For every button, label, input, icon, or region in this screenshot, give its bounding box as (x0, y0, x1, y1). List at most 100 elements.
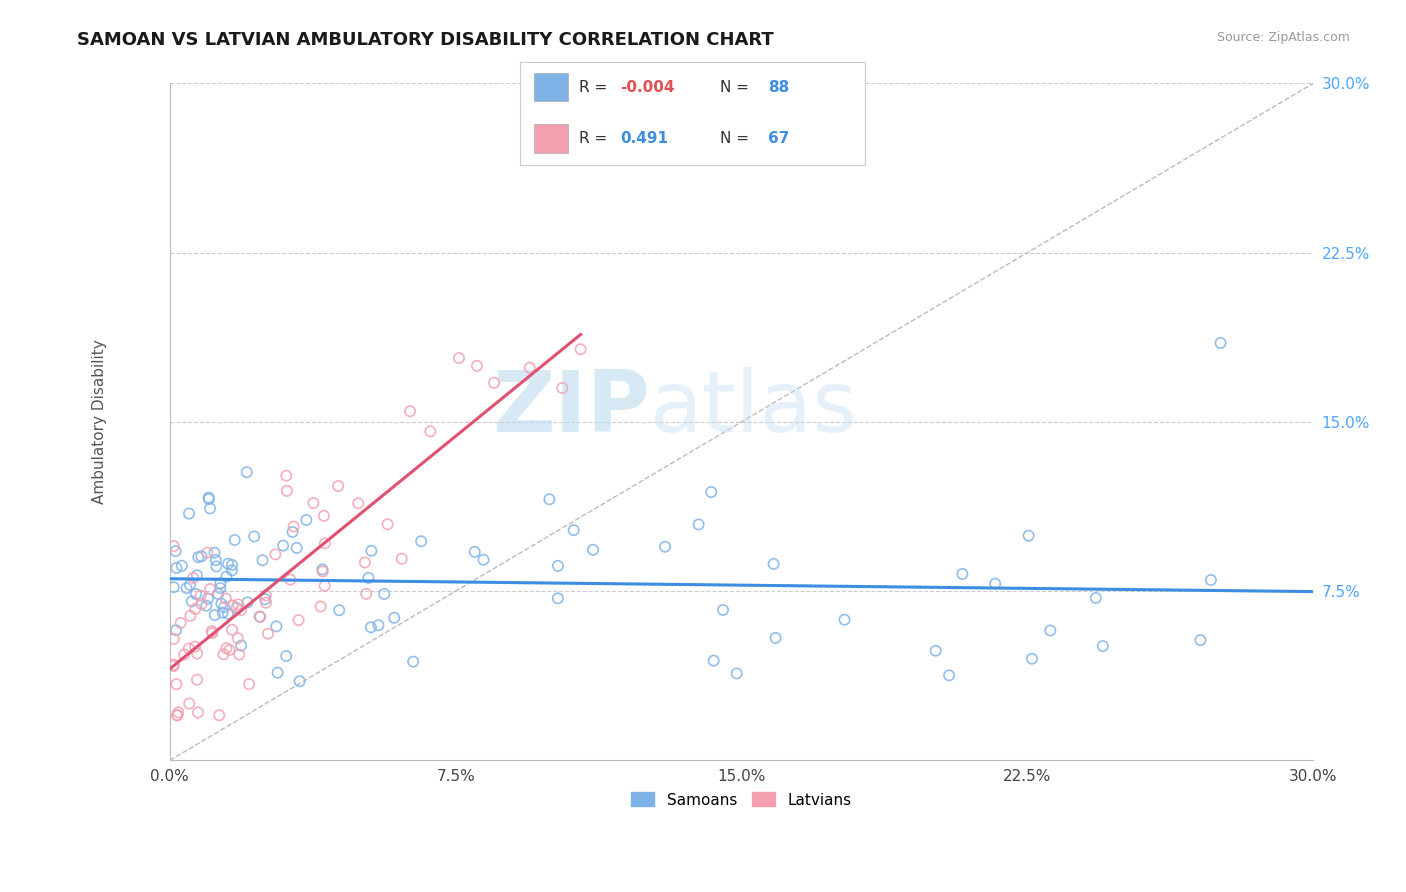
Point (314, 536, 336, 550)
Point (254, 588, 277, 602)
Point (377, 517, 399, 532)
Bar (534, 73, 568, 102)
Point (198, 492, 221, 507)
Point (249, 609, 271, 624)
Point (224, 533, 246, 547)
Point (190, 589, 212, 603)
Point (218, 643, 240, 657)
Point (212, 648, 235, 662)
Point (197, 491, 219, 505)
Text: 88: 88 (768, 79, 790, 95)
Point (252, 553, 274, 567)
Point (266, 665, 288, 680)
Point (166, 561, 188, 575)
Text: -0.004: -0.004 (620, 79, 675, 95)
Point (226, 631, 249, 645)
Point (187, 706, 209, 720)
Point (257, 626, 280, 640)
Point (834, 613, 856, 627)
Legend: Samoans, Latvians: Samoans, Latvians (626, 787, 858, 814)
Point (1189, 633, 1212, 648)
Point (278, 573, 301, 587)
Point (180, 594, 202, 608)
Point (212, 600, 235, 615)
Point (162, 539, 184, 553)
Point (254, 596, 277, 610)
Text: SAMOAN VS LATVIAN AMBULATORY DISABILITY CORRELATION CHART: SAMOAN VS LATVIAN AMBULATORY DISABILITY … (77, 31, 775, 49)
Point (309, 599, 332, 614)
Point (688, 517, 710, 532)
Point (163, 632, 186, 646)
Point (209, 597, 232, 611)
Point (1199, 573, 1222, 587)
Point (762, 557, 785, 571)
Point (519, 360, 541, 375)
Point (765, 631, 787, 645)
Text: N =: N = (720, 131, 754, 146)
Point (538, 492, 561, 507)
Point (1039, 624, 1062, 638)
Point (243, 529, 266, 543)
Point (179, 608, 201, 623)
Point (221, 563, 243, 577)
Point (464, 545, 486, 559)
Point (165, 624, 187, 638)
Point (211, 606, 233, 620)
Point (654, 540, 676, 554)
Point (283, 519, 305, 533)
Text: ZIP: ZIP (492, 367, 650, 450)
Point (373, 587, 395, 601)
Point (198, 582, 221, 596)
Point (1018, 529, 1040, 543)
Point (357, 571, 380, 585)
Point (354, 556, 377, 570)
Point (281, 524, 304, 539)
Point (204, 546, 226, 560)
Point (402, 655, 425, 669)
Point (302, 496, 325, 510)
Point (562, 523, 585, 537)
Point (447, 351, 470, 365)
Point (465, 359, 488, 373)
Point (190, 549, 212, 564)
Point (187, 550, 209, 565)
Point (173, 648, 195, 662)
Point (276, 468, 298, 483)
Point (207, 587, 229, 601)
Point (166, 708, 188, 723)
Point (186, 647, 208, 661)
Point (288, 674, 311, 689)
Point (236, 465, 259, 479)
Point (1084, 591, 1107, 605)
Point (547, 558, 569, 573)
Point (725, 666, 748, 681)
Text: R =: R = (579, 79, 612, 95)
Point (229, 639, 252, 653)
Point (201, 626, 224, 640)
Point (547, 591, 569, 606)
Point (198, 501, 221, 516)
Point (179, 578, 201, 592)
Point (184, 602, 207, 616)
Text: N =: N = (720, 79, 754, 95)
Point (225, 600, 247, 615)
Point (228, 648, 250, 662)
Bar (534, 124, 568, 153)
Point (205, 553, 228, 567)
Text: 0.491: 0.491 (620, 131, 668, 146)
Point (266, 619, 288, 633)
Point (162, 657, 184, 672)
Point (984, 576, 1007, 591)
Point (221, 623, 243, 637)
Point (1091, 639, 1114, 653)
Point (162, 580, 184, 594)
Point (271, 539, 294, 553)
Point (360, 543, 382, 558)
Point (221, 599, 243, 613)
Point (209, 576, 232, 591)
Text: 67: 67 (768, 131, 790, 146)
Point (312, 508, 335, 523)
Point (254, 592, 277, 607)
Point (205, 559, 228, 574)
Point (582, 542, 605, 557)
